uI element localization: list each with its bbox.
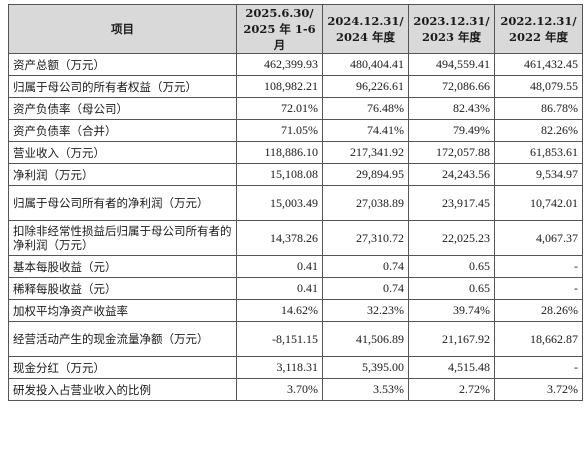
cell-value: 462,399.93 <box>236 53 323 76</box>
cell-value: 3,118.31 <box>236 356 323 379</box>
cell-value: 172,057.88 <box>408 141 495 164</box>
cell-value: 0.65 <box>408 255 495 278</box>
cell-value: 82.43% <box>408 97 495 120</box>
row-label: 加权平均净资产收益率 <box>8 299 237 322</box>
cell-value: 3.72% <box>494 378 583 401</box>
cell-value: 0.41 <box>236 277 323 300</box>
cell-value: 48,079.55 <box>494 75 583 98</box>
table-row: 经营活动产生的现金流量净额（万元） -8,151.15 41,506.89 21… <box>8 321 583 357</box>
table-row: 扣除非经常性损益后归属于母公司所有者的净利润（万元） 14,378.26 27,… <box>8 220 583 256</box>
table-row: 归属于母公司的所有者权益（万元） 108,982.21 96,226.61 72… <box>8 75 583 98</box>
row-label: 营业收入（万元） <box>8 141 237 164</box>
cell-value: 0.41 <box>236 255 323 278</box>
header-period-2024: 2024.12.31/2024 年度 <box>322 4 409 54</box>
cell-value: 29,894.95 <box>322 163 409 186</box>
cell-value: 41,506.89 <box>322 321 409 357</box>
cell-value: 0.74 <box>322 277 409 300</box>
table-header-row: 项目 2025.6.30/2025 年 1-6 月 2024.12.31/202… <box>8 4 583 54</box>
cell-value: 21,167.92 <box>408 321 495 357</box>
cell-value: 0.74 <box>322 255 409 278</box>
table-row: 归属于母公司所有者的净利润（万元） 15,003.49 27,038.89 23… <box>8 185 583 221</box>
table-row: 研发投入占营业收入的比例 3.70% 3.53% 2.72% 3.72% <box>8 378 583 401</box>
row-label: 稀释每股收益（元） <box>8 277 237 300</box>
table-row: 资产总额（万元） 462,399.93 480,404.41 494,559.4… <box>8 53 583 76</box>
cell-value: 494,559.41 <box>408 53 495 76</box>
table-row: 营业收入（万元） 118,886.10 217,341.92 172,057.8… <box>8 141 583 164</box>
cell-value: 3.53% <box>322 378 409 401</box>
cell-value: 72,086.66 <box>408 75 495 98</box>
cell-value: 79.49% <box>408 119 495 142</box>
table-row: 资产负债率（母公司） 72.01% 76.48% 82.43% 86.78% <box>8 97 583 120</box>
cell-value: 15,108.08 <box>236 163 323 186</box>
row-label: 资产负债率（母公司） <box>8 97 237 120</box>
row-label: 现金分红（万元） <box>8 356 237 379</box>
cell-value: 14,378.26 <box>236 220 323 256</box>
row-label: 归属于母公司的所有者权益（万元） <box>8 75 237 98</box>
row-label: 资产总额（万元） <box>8 53 237 76</box>
cell-value: 18,662.87 <box>494 321 583 357</box>
cell-value: - <box>494 277 583 300</box>
cell-value: 24,243.56 <box>408 163 495 186</box>
cell-value: 61,853.61 <box>494 141 583 164</box>
table-row: 净利润（万元） 15,108.08 29,894.95 24,243.56 9,… <box>8 163 583 186</box>
cell-value: 72.01% <box>236 97 323 120</box>
header-period-2023: 2023.12.31/2023 年度 <box>408 4 495 54</box>
cell-value: 14.62% <box>236 299 323 322</box>
cell-value: 96,226.61 <box>322 75 409 98</box>
cell-value: 27,038.89 <box>322 185 409 221</box>
cell-value: 32.23% <box>322 299 409 322</box>
cell-value: 82.26% <box>494 119 583 142</box>
table-row: 资产负债率（合并） 71.05% 74.41% 79.49% 82.26% <box>8 119 583 142</box>
row-label: 研发投入占营业收入的比例 <box>8 378 237 401</box>
row-label: 扣除非经常性损益后归属于母公司所有者的净利润（万元） <box>8 220 237 256</box>
table-row: 稀释每股收益（元） 0.41 0.74 0.65 - <box>8 277 583 300</box>
cell-value: 108,982.21 <box>236 75 323 98</box>
cell-value: 2.72% <box>408 378 495 401</box>
cell-value: 0.65 <box>408 277 495 300</box>
cell-value: 461,432.45 <box>494 53 583 76</box>
financial-data-table: 项目 2025.6.30/2025 年 1-6 月 2024.12.31/202… <box>8 4 583 401</box>
cell-value: 118,886.10 <box>236 141 323 164</box>
header-period-2025h1: 2025.6.30/2025 年 1-6 月 <box>236 4 323 54</box>
cell-value: 5,395.00 <box>322 356 409 379</box>
row-label: 净利润（万元） <box>8 163 237 186</box>
cell-value: - <box>494 255 583 278</box>
header-item: 项目 <box>8 4 237 54</box>
table-row: 基本每股收益（元） 0.41 0.74 0.65 - <box>8 255 583 278</box>
header-period-2022: 2022.12.31/2022 年度 <box>494 4 583 54</box>
cell-value: -8,151.15 <box>236 321 323 357</box>
cell-value: 4,067.37 <box>494 220 583 256</box>
cell-value: 74.41% <box>322 119 409 142</box>
cell-value: 22,025.23 <box>408 220 495 256</box>
cell-value: 23,917.45 <box>408 185 495 221</box>
cell-value: - <box>494 356 583 379</box>
cell-value: 86.78% <box>494 97 583 120</box>
cell-value: 39.74% <box>408 299 495 322</box>
row-label: 经营活动产生的现金流量净额（万元） <box>8 321 237 357</box>
cell-value: 15,003.49 <box>236 185 323 221</box>
row-label: 归属于母公司所有者的净利润（万元） <box>8 185 237 221</box>
table-row: 现金分红（万元） 3,118.31 5,395.00 4,515.48 - <box>8 356 583 379</box>
cell-value: 10,742.01 <box>494 185 583 221</box>
row-label: 基本每股收益（元） <box>8 255 237 278</box>
cell-value: 28.26% <box>494 299 583 322</box>
cell-value: 9,534.97 <box>494 163 583 186</box>
cell-value: 217,341.92 <box>322 141 409 164</box>
cell-value: 480,404.41 <box>322 53 409 76</box>
cell-value: 27,310.72 <box>322 220 409 256</box>
cell-value: 4,515.48 <box>408 356 495 379</box>
table-row: 加权平均净资产收益率 14.62% 32.23% 39.74% 28.26% <box>8 299 583 322</box>
cell-value: 76.48% <box>322 97 409 120</box>
row-label: 资产负债率（合并） <box>8 119 237 142</box>
cell-value: 71.05% <box>236 119 323 142</box>
cell-value: 3.70% <box>236 378 323 401</box>
